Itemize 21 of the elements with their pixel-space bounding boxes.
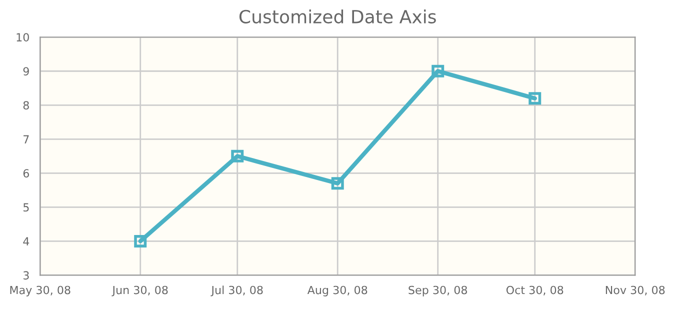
point — [231, 150, 244, 162]
y-tick-label: 9 — [23, 67, 29, 76]
y-tick-label: 6 — [23, 169, 30, 178]
x-tick-label: May 30, 08 — [10, 286, 70, 296]
y-tick-label: 4 — [23, 237, 30, 246]
point — [432, 64, 444, 78]
x-tick-label: Oct 30, 08 — [506, 286, 564, 296]
x-tick-label: Jun 30, 08 — [112, 286, 168, 296]
x-tick-label: Nov 30, 08 — [606, 286, 665, 296]
y-tick-label: 10 — [16, 33, 29, 42]
x-tick-label: Jul 30, 08 — [210, 286, 263, 296]
y-tick-label: 7 — [24, 135, 29, 144]
y-tick-label: 5 — [23, 203, 29, 212]
point — [134, 234, 147, 248]
x-tick-label: Sep 30, 08 — [408, 286, 468, 296]
point — [331, 177, 344, 190]
y-tick-label: 8 — [23, 101, 29, 110]
x-tick-label: Aug 30, 08 — [307, 286, 368, 296]
chart-title: Customized Date Axis — [239, 10, 436, 24]
point — [528, 92, 542, 105]
y-tick-label: 3 — [23, 271, 29, 280]
